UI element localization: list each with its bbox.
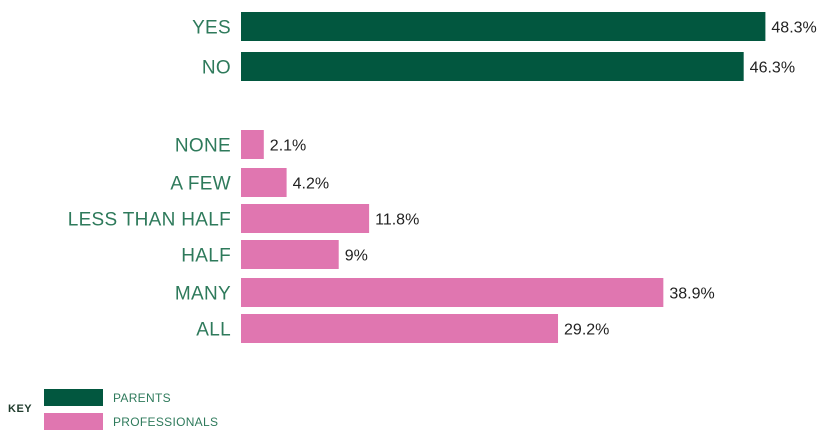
- bar-less-than-half: [241, 204, 370, 233]
- category-label-no: NO: [202, 58, 231, 79]
- legend-swatch-professionals: [44, 413, 103, 430]
- category-label-many: MANY: [175, 284, 231, 305]
- bar-a-few: [241, 168, 287, 197]
- category-label-all: ALL: [196, 320, 231, 341]
- value-label-half: 9%: [345, 248, 368, 265]
- category-label-yes: YES: [192, 18, 231, 39]
- legend-item-parents: PARENTS: [44, 389, 171, 406]
- legend-label-professionals: PROFESSIONALS: [113, 414, 219, 429]
- category-label-a-few: A FEW: [170, 174, 231, 195]
- value-label-yes: 48.3%: [771, 20, 816, 37]
- bar-no: [241, 52, 744, 81]
- legend-title: KEY: [8, 403, 33, 415]
- category-label-half: HALF: [181, 246, 231, 267]
- legend-label-parents: PARENTS: [113, 390, 171, 405]
- category-label-less-than-half: LESS THAN HALF: [68, 210, 231, 231]
- value-label-less-than-half: 11.8%: [375, 212, 419, 229]
- value-label-no: 46.3%: [750, 60, 795, 77]
- value-label-many: 38.9%: [669, 286, 714, 303]
- value-label-a-few: 4.2%: [293, 176, 329, 193]
- legend-item-professionals: PROFESSIONALS: [44, 413, 218, 430]
- value-label-all: 29.2%: [564, 322, 609, 339]
- bar-yes: [241, 12, 766, 41]
- bar-all: [241, 314, 559, 343]
- bar-none: [241, 130, 264, 159]
- bar-chart: YES 48.3% NO 46.3% NONE 2.1% A FEW 4.2% LESS THA…: [68, 12, 817, 343]
- bar-half: [241, 240, 339, 269]
- legend-swatch-parents: [44, 389, 103, 406]
- value-label-none: 2.1%: [270, 138, 306, 155]
- category-label-none: NONE: [175, 136, 231, 157]
- bar-many: [241, 278, 664, 307]
